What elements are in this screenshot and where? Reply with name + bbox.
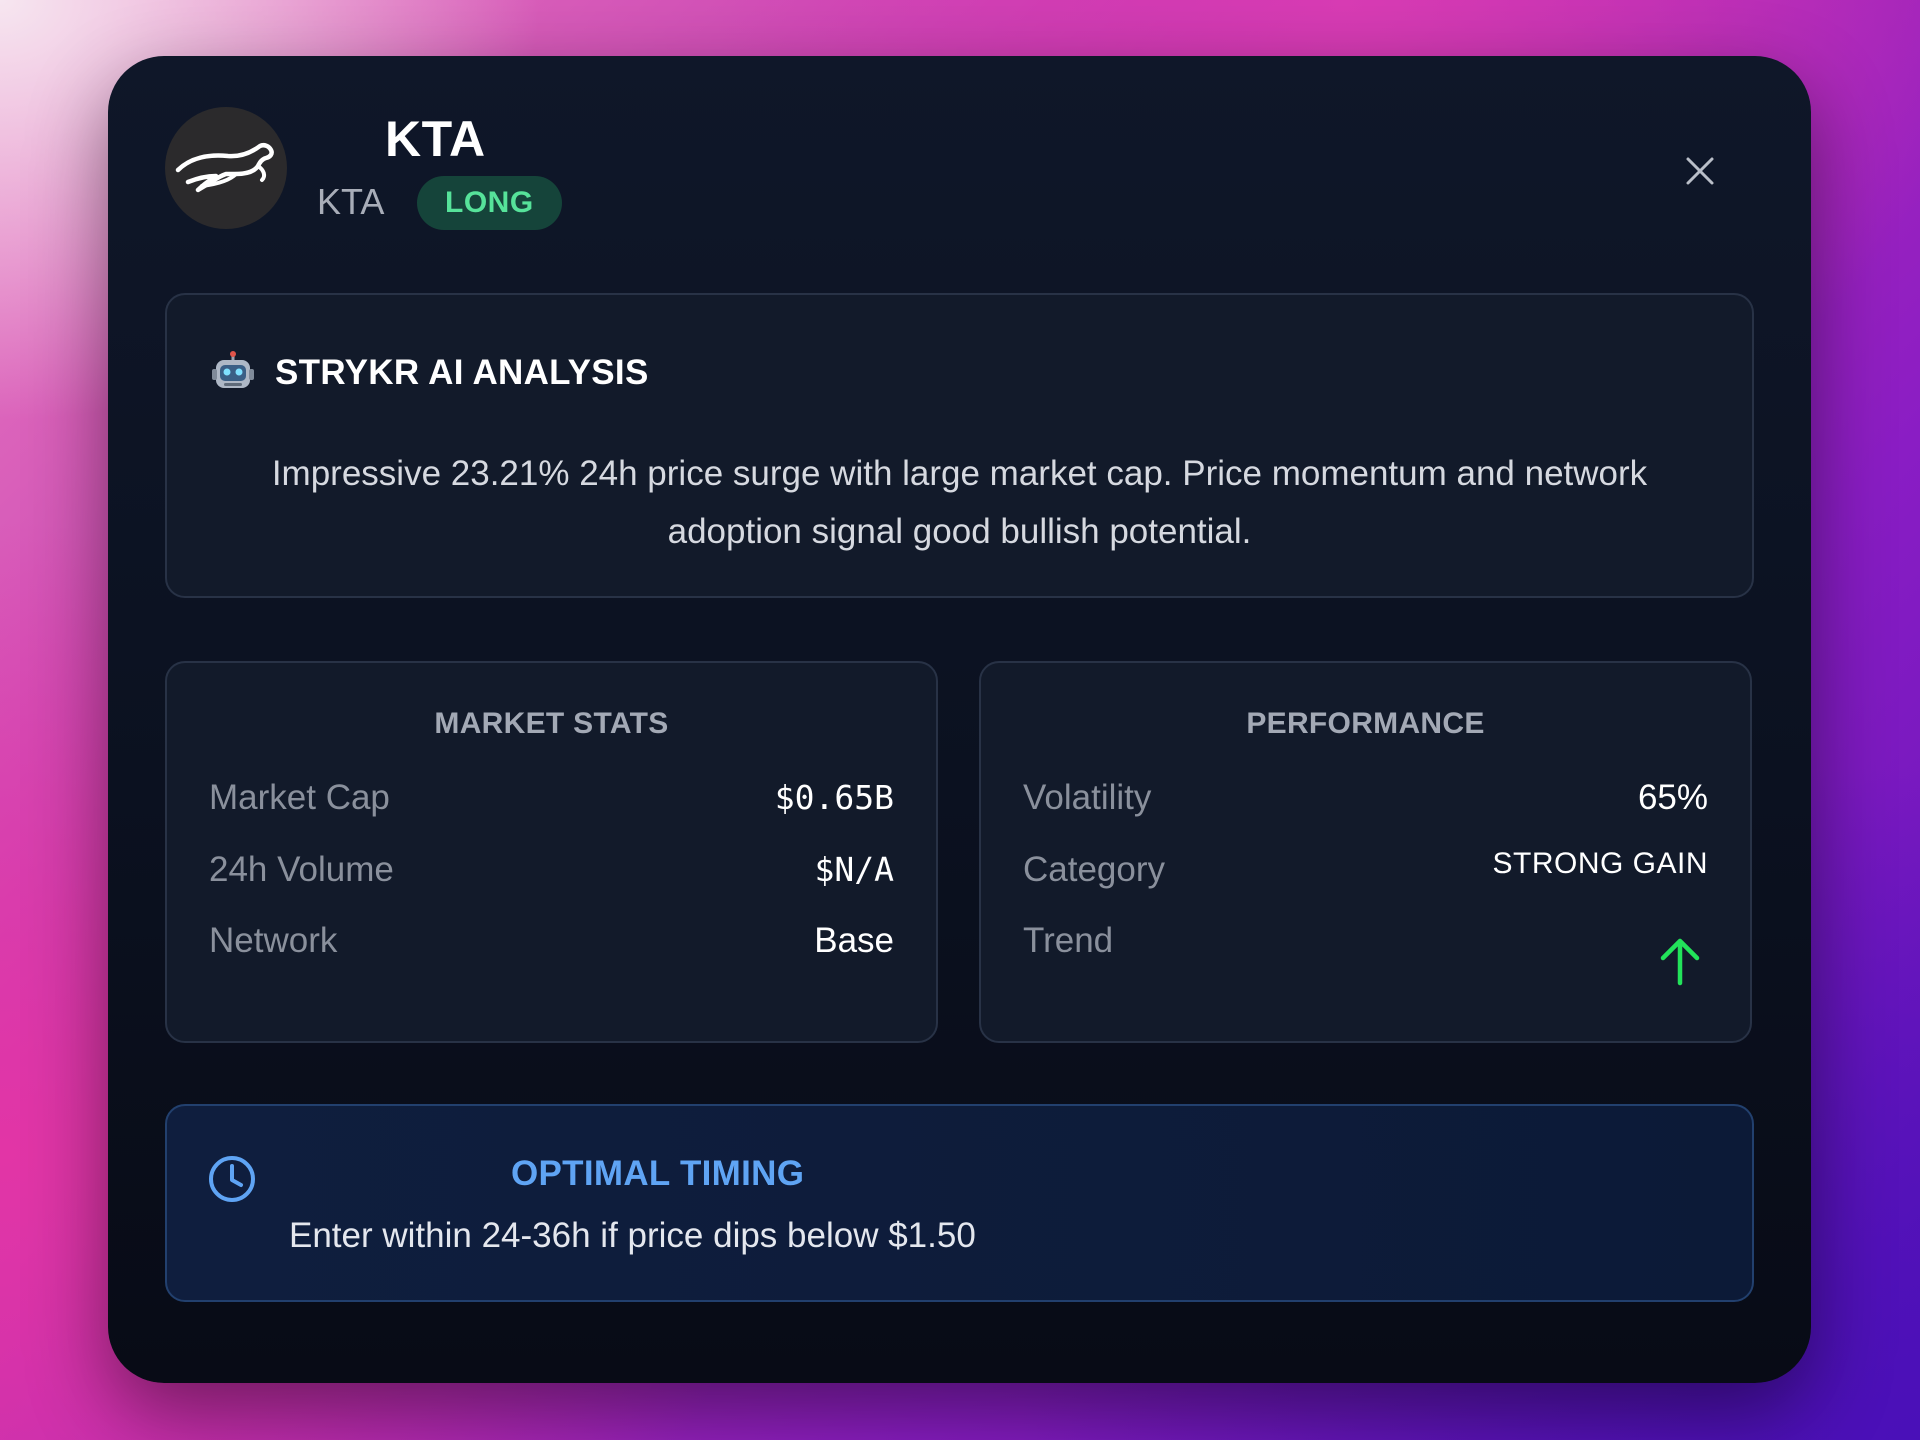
optimal-timing-card: OPTIMAL TIMING Enter within 24-36h if pr… [165,1104,1754,1302]
clock-icon [209,1156,255,1202]
volume-value: $N/A [814,850,894,889]
timing-title: OPTIMAL TIMING [511,1154,805,1193]
token-detail-modal: KTA KTA LONG STRYKR AI ANALYSIS Impressi… [108,56,1811,1383]
close-button[interactable] [1677,148,1723,194]
market-cap-value: $0.65B [774,778,894,817]
ai-analysis-card: STRYKR AI ANALYSIS Impressive 23.21% 24h… [165,293,1754,598]
token-title: KTA [385,111,486,167]
network-label: Network [209,921,338,960]
market-stats-title: MARKET STATS [434,707,669,740]
volume-label: 24h Volume [209,850,394,889]
close-icon [1686,157,1714,185]
volatility-value: 65% [1637,778,1708,817]
market-stats-card: MARKET STATS Market Cap $0.65B 24h Volum… [165,661,938,1043]
market-cap-label: Market Cap [209,778,390,817]
category-label: Category [1023,850,1166,889]
network-value: Base [814,921,894,960]
arrow-up-icon [1660,938,1700,986]
performance-title: PERFORMANCE [1246,707,1485,740]
timing-text: Enter within 24-36h if price dips below … [289,1216,976,1255]
analysis-text: Impressive 23.21% 24h price surge with l… [271,454,1648,551]
trend-label: Trend [1023,921,1114,960]
token-symbol: KTA [317,181,385,222]
analysis-heading: STRYKR AI ANALYSIS [275,353,649,392]
robot-icon [212,351,254,388]
performance-card: PERFORMANCE Volatility 65% Category STRO… [979,661,1752,1043]
token-avatar [165,107,287,229]
running-animal-logo-icon [175,142,274,193]
category-value: STRONG GAIN [1492,847,1708,880]
volatility-label: Volatility [1023,778,1152,817]
position-badge: LONG [417,176,562,230]
